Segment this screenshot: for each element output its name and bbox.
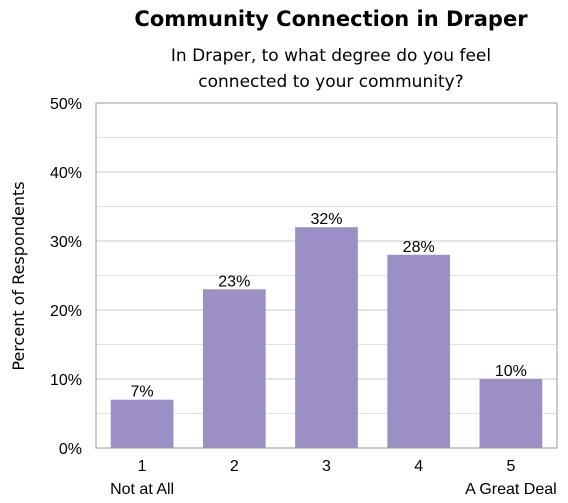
x-tick-label: 3: [322, 458, 331, 475]
bar: [202, 289, 266, 448]
y-axis-label: Percent of Respondents: [9, 181, 28, 370]
data-label: 28%: [403, 239, 435, 256]
x-tick-label: 5: [506, 458, 515, 475]
chart-subtitle-line-2: connected to your community?: [198, 72, 463, 92]
bar: [387, 254, 451, 448]
plot-area-frame: [95, 102, 558, 449]
data-label: 7%: [131, 384, 154, 401]
y-tick-label: 20%: [50, 303, 82, 320]
chart-title: Community Connection in Draper: [134, 7, 528, 31]
x-tick-sublabel: A Great Deal: [465, 481, 557, 498]
bar: [479, 379, 543, 448]
bar: [110, 399, 174, 448]
x-tick-sublabel: Not at All: [110, 481, 174, 498]
data-label: 23%: [218, 273, 250, 290]
bar: [295, 227, 358, 448]
x-tick-labels: 1 Not at All 2 3 4 5 A Great Deal: [110, 458, 557, 498]
data-labels: 7% 23% 32% 28% 10%: [131, 211, 527, 401]
x-tick-label: 1: [138, 458, 147, 475]
chart-subtitle-line-1: In Draper, to what degree do you feel: [171, 46, 491, 66]
y-tick-label: 10%: [50, 372, 82, 389]
x-tick-label: 2: [230, 458, 239, 475]
y-tick-label: 0%: [59, 441, 82, 458]
x-tick-label: 4: [414, 458, 423, 475]
y-tick-label: 50%: [50, 96, 82, 113]
data-label: 10%: [495, 363, 527, 380]
bars: [110, 227, 543, 448]
data-label: 32%: [310, 211, 342, 228]
y-tick-labels: 0% 10% 20% 30% 40% 50%: [50, 96, 82, 458]
y-tick-label: 40%: [50, 165, 82, 182]
y-tick-label: 30%: [50, 234, 82, 251]
